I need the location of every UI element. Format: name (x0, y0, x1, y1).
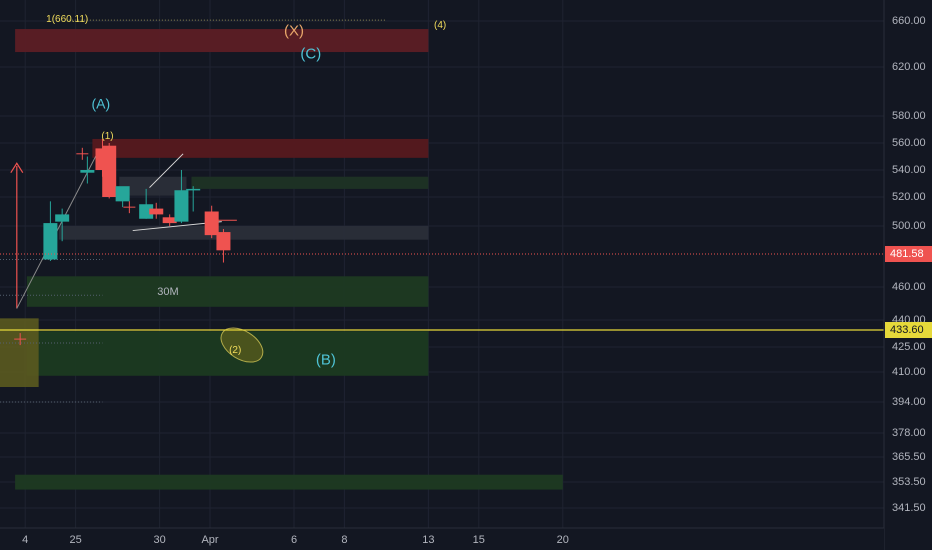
gray-zone-mid (58, 226, 429, 240)
annotations: (A) (1) (X) (C) (4) 30M (2) (B) 1(660.11) (46, 14, 446, 369)
x-axis[interactable]: 4 25 30 Apr 6 8 13 15 20 (0, 527, 884, 550)
annotation-label: (4) (434, 20, 446, 31)
y-axis-background (884, 0, 932, 550)
candle-body[interactable] (55, 214, 70, 222)
y-tick-label: 540.00 (892, 164, 926, 176)
y-tick-label: 500.00 (892, 220, 926, 232)
highlight-ellipse (220, 327, 264, 363)
annotation-label: (X) (284, 22, 304, 39)
y-tick-label: 394.00 (892, 396, 926, 408)
candle-body[interactable] (216, 232, 231, 251)
candle-body[interactable] (174, 190, 189, 222)
y-axis[interactable]: 660.00 620.00 580.00 560.00 540.00 520.00 500.… (883, 0, 932, 550)
highlight-box-yellow (0, 318, 39, 387)
y-tick-label: 378.00 (892, 427, 926, 439)
y-tick-label: 341.50 (892, 502, 926, 514)
annotation-label: (C) (300, 45, 321, 62)
annotation-label: (1) (101, 131, 113, 142)
y-tick-label: 620.00 (892, 61, 926, 73)
annotation-label: 30M (157, 286, 178, 298)
y-tick-label: 520.00 (892, 191, 926, 203)
price-levels (0, 253, 884, 331)
x-tick-label: 13 (422, 534, 434, 546)
annotation-label: (B) (316, 351, 336, 368)
y-tick-label: 353.50 (892, 476, 926, 488)
trendline-upper (149, 153, 184, 188)
candle-body[interactable] (139, 204, 154, 219)
y-tick-label: 560.00 (892, 137, 926, 149)
y-tick-label: 410.00 (892, 366, 926, 378)
candle-body[interactable] (162, 217, 177, 224)
x-tick-label: Apr (201, 534, 218, 546)
candle-body[interactable] (115, 186, 130, 202)
candle-body[interactable] (43, 223, 58, 260)
drawings (0, 19, 387, 403)
rising-line (16, 149, 100, 309)
annotation-label: 1(660.11) (46, 14, 88, 25)
zones (0, 29, 563, 490)
price-tag-label: 433.60 (890, 324, 924, 336)
price-tag (885, 246, 932, 262)
red-zone-upper (92, 138, 429, 158)
x-tick-label: 6 (291, 534, 297, 546)
y-tick-label: 660.00 (892, 15, 926, 27)
green-zone-bottom (15, 474, 563, 490)
gray-zone-top (119, 176, 187, 196)
x-tick-label: 20 (557, 534, 569, 546)
grid-lines (0, 0, 884, 528)
y-tick-label: 425.00 (892, 341, 926, 353)
price-tag-label: 481.58 (890, 248, 924, 260)
candle-body[interactable] (204, 211, 219, 236)
red-zone-top (15, 29, 429, 53)
candle-body[interactable] (186, 188, 201, 191)
arrow-head-up (10, 162, 24, 174)
x-tick-label: 4 (22, 534, 28, 546)
x-tick-label: 30 (153, 534, 165, 546)
green-zone-upper (191, 176, 429, 189)
candle-body[interactable] (102, 145, 117, 197)
candle-body[interactable] (149, 208, 164, 215)
x-tick-label: 8 (341, 534, 347, 546)
x-tick-label: 25 (69, 534, 81, 546)
price-tag (885, 322, 932, 338)
x-tick-label: 15 (473, 534, 485, 546)
y-tick-label: 460.00 (892, 281, 926, 293)
annotation-label: (2) (229, 345, 241, 356)
green-zone-mid (26, 276, 429, 307)
y-tick-label: 365.50 (892, 451, 926, 463)
candle-body[interactable] (80, 170, 95, 173)
candles[interactable] (43, 138, 231, 263)
x-axis-background (0, 528, 884, 550)
annotation-label: (A) (91, 96, 110, 112)
y-tick-label: 580.00 (892, 110, 926, 122)
